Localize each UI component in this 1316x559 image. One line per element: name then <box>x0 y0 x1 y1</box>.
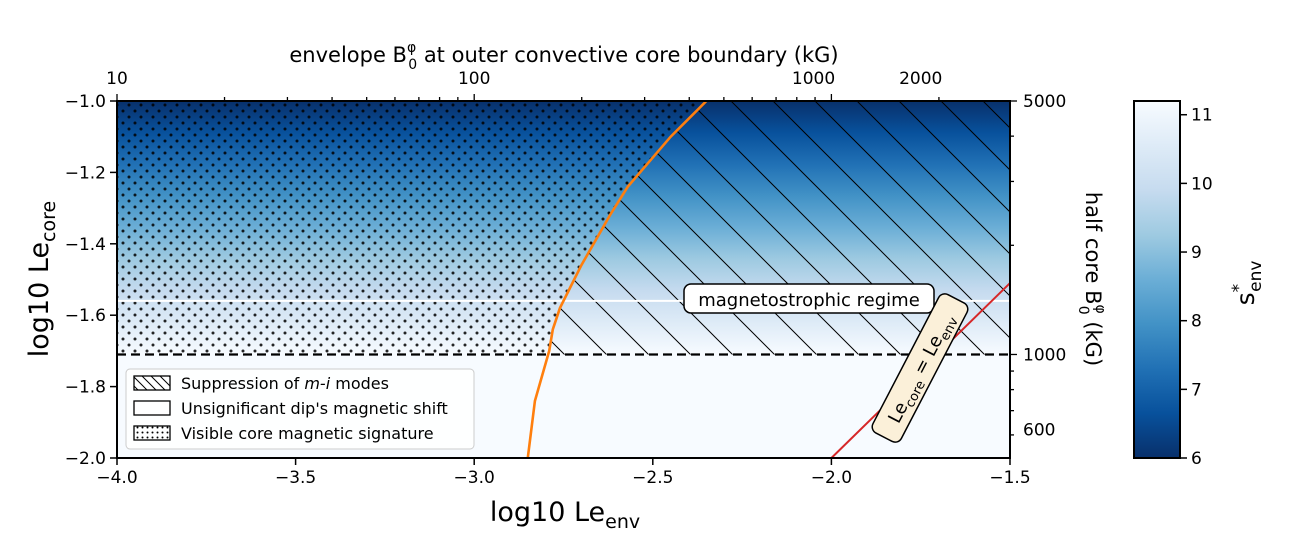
axes: −4.0 −3.5 −3.0 −2.5 −2.0 −1.5 −2.0 −1.8 −1.6 −1.4… <box>65 69 1213 488</box>
legend-label-suppression: Suppression of m-i modes <box>181 374 389 393</box>
y-tick-label: −1.0 <box>65 92 106 112</box>
right-tick-label: 1000 <box>1023 345 1066 365</box>
y-tick-label: −2.0 <box>65 449 106 469</box>
svg-text:magnetostrophic regime: magnetostrophic regime <box>698 290 920 311</box>
legend-label-visible: Visible core magnetic signature <box>181 424 434 443</box>
y-tick-label: −1.8 <box>65 378 106 398</box>
top-tick-label: 100 <box>458 69 490 89</box>
colorbar-tick-label: 8 <box>1191 312 1202 332</box>
x-tick-label: −3.0 <box>454 468 495 488</box>
y-tick-label: −1.4 <box>65 235 106 255</box>
colorbar <box>1133 100 1181 459</box>
x-tick-label: −1.5 <box>989 468 1030 488</box>
boundary-curve <box>526 100 708 459</box>
right-axis-label: half core Bφ0 (kG) <box>1075 192 1108 366</box>
colorbar-tick-label: 11 <box>1191 106 1213 126</box>
region-label: magnetostrophic regime <box>683 283 935 314</box>
colorbar-tick-label: 7 <box>1191 380 1202 400</box>
colorbar-tick-label: 10 <box>1191 174 1213 194</box>
top-axis-label: envelope Bφ 0 at outer convective core bo… <box>289 40 838 73</box>
x-tick-label: −4.0 <box>96 468 137 488</box>
right-tick-label: 600 <box>1023 420 1055 440</box>
plot-frame <box>116 100 1011 459</box>
colorbar-tick-label: 9 <box>1191 243 1202 263</box>
y-tick-label: −1.6 <box>65 306 106 326</box>
x-tick-label: −3.5 <box>275 468 316 488</box>
legend-swatch-hatch <box>133 375 171 391</box>
legend-swatch-plain <box>133 400 171 416</box>
legend-label-unsignificant: Unsignificant dip's magnetic shift <box>181 399 448 418</box>
x-axis-label: log10 Leenv <box>490 497 640 533</box>
colorbar-label: s*env <box>1229 261 1266 306</box>
y-axis-label: log10 Lecore <box>24 201 60 357</box>
legend: Suppression of m-i modes Unsignificant d… <box>125 368 475 450</box>
x-tick-label: −2.5 <box>632 468 673 488</box>
legend-swatch-dots <box>133 425 171 441</box>
right-tick-label: 5000 <box>1023 92 1066 112</box>
diagonal-line-label: Lecore = Leenv <box>871 293 969 443</box>
top-tick-label: 1000 <box>792 69 835 89</box>
x-tick-label: −2.0 <box>811 468 852 488</box>
top-tick-label: 2000 <box>899 69 942 89</box>
top-tick-label: 10 <box>106 69 128 89</box>
dotted-region <box>117 101 707 355</box>
colorbar-tick-label: 6 <box>1191 449 1202 469</box>
y-tick-label: −1.2 <box>65 163 106 183</box>
